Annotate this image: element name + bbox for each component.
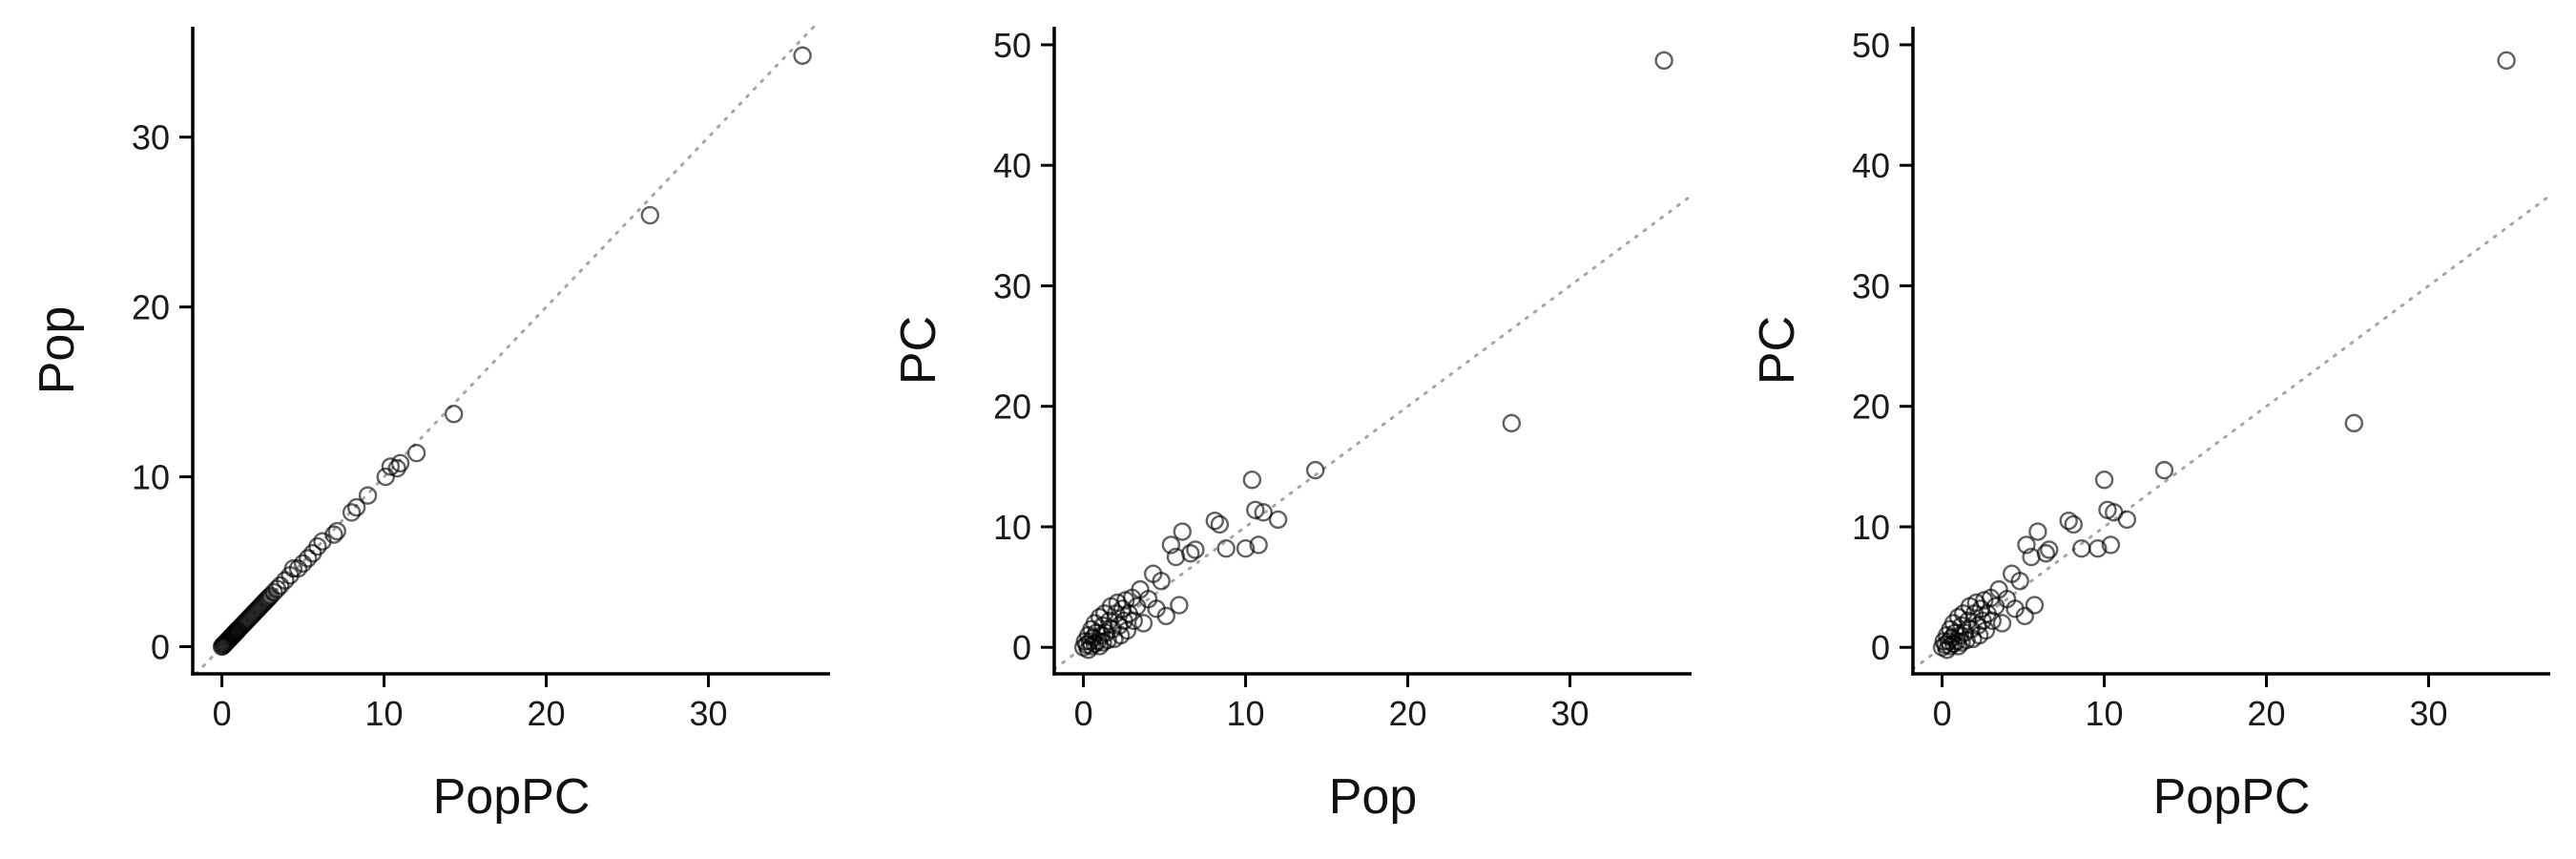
x-tick-label: 10 <box>365 694 404 733</box>
data-point <box>2010 572 2029 591</box>
data-point <box>1242 471 1262 490</box>
data-point <box>406 443 426 463</box>
scatter-panel-3: 0 10 20 30 0 10 20 30 40 50 PopPC PC <box>1750 26 2552 825</box>
data-point <box>1268 510 1288 530</box>
data-point <box>271 576 290 596</box>
data-point <box>1249 535 1268 555</box>
scatter-panel-2: 0 10 20 30 0 10 20 30 40 50 Pop PC <box>891 26 1693 825</box>
y-tick-label: 10 <box>132 458 170 497</box>
data-point <box>2094 471 2114 490</box>
data-point <box>342 503 362 522</box>
data-point <box>324 525 343 544</box>
x-axis-title: PopPC <box>433 769 591 825</box>
x-tick-label: 30 <box>2409 694 2447 733</box>
y-tick-label: 40 <box>993 146 1031 185</box>
data-point <box>2036 544 2056 563</box>
x-tick-label: 0 <box>1933 694 1952 733</box>
data-point <box>1957 630 1976 650</box>
x-tick-label: 10 <box>1227 694 1265 733</box>
x-tick-label: 0 <box>213 694 232 733</box>
data-point <box>1210 514 1230 534</box>
reference-line <box>1911 194 2552 671</box>
data-point <box>283 558 303 578</box>
y-tick-label: 0 <box>1012 628 1031 667</box>
y-tick-label: 30 <box>1852 266 1890 305</box>
y-tick-label: 10 <box>993 508 1031 547</box>
data-point <box>358 486 378 505</box>
data-point <box>1305 460 1325 480</box>
data-point <box>1133 614 1153 633</box>
x-axis-title: PopPC <box>2153 769 2311 825</box>
x-tick-label: 20 <box>1389 694 1427 733</box>
data-point <box>2154 460 2174 480</box>
data-point <box>1098 630 1117 650</box>
data-point <box>1205 511 1224 531</box>
data-point <box>2040 540 2059 559</box>
data-point <box>2497 51 2516 71</box>
x-axis-title: Pop <box>1329 769 1418 825</box>
reference-line <box>1052 194 1693 671</box>
data-point <box>1236 538 1256 558</box>
data-point <box>1152 572 1171 591</box>
data-point <box>1170 596 1189 615</box>
data-point <box>640 205 660 225</box>
y-tick-label: 50 <box>993 26 1031 65</box>
y-tick-label: 30 <box>132 118 170 157</box>
data-point <box>288 558 308 578</box>
y-axis-title: PC <box>891 316 946 385</box>
data-point <box>444 405 464 424</box>
y-tick-label: 40 <box>1852 146 1890 185</box>
data-point <box>346 497 366 517</box>
data-point <box>2015 606 2034 626</box>
data-point <box>327 521 346 541</box>
data-point <box>1654 51 1673 71</box>
y-tick-label: 30 <box>993 266 1031 305</box>
y-tick-label: 20 <box>993 388 1031 427</box>
data-point <box>2088 538 2108 558</box>
y-tick-label: 20 <box>132 288 170 327</box>
data-point <box>1173 522 1192 541</box>
data-point <box>1181 544 1200 563</box>
data-point <box>1216 538 1236 558</box>
data-point <box>1186 540 1205 559</box>
y-tick-label: 20 <box>1852 388 1890 427</box>
data-point <box>2064 514 2083 534</box>
x-tick-label: 30 <box>1550 694 1589 733</box>
data-point <box>2101 535 2121 555</box>
y-axis-title: PC <box>1750 316 1805 385</box>
y-tick-label: 10 <box>1852 508 1890 547</box>
data-point <box>390 453 410 473</box>
data-point <box>298 549 318 568</box>
data-point <box>2059 511 2078 531</box>
data-point <box>2017 535 2036 555</box>
data-point <box>1246 500 1265 519</box>
data-point <box>308 536 327 556</box>
x-tick-label: 10 <box>2086 694 2124 733</box>
data-point <box>2344 413 2364 433</box>
data-point <box>2028 522 2047 541</box>
data-point <box>1156 606 1175 626</box>
y-tick-label: 0 <box>1871 628 1890 667</box>
data-point <box>1992 614 2012 633</box>
x-tick-label: 20 <box>2248 694 2286 733</box>
scatter-panel-1: 0 10 20 30 0 10 20 30 PopPC Pop <box>30 25 830 825</box>
y-tick-label: 0 <box>151 628 170 667</box>
data-point <box>2025 596 2045 615</box>
data-point <box>793 46 812 65</box>
data-point <box>1502 413 1522 433</box>
x-tick-label: 30 <box>689 694 727 733</box>
x-tick-label: 20 <box>528 694 566 733</box>
x-tick-label: 0 <box>1074 694 1093 733</box>
y-tick-label: 50 <box>1852 26 1890 65</box>
reference-line <box>194 25 816 676</box>
data-point <box>1161 535 1181 555</box>
data-point <box>1254 503 1273 522</box>
y-axis-title: Pop <box>30 306 85 395</box>
data-point <box>293 554 313 574</box>
data-point <box>2117 510 2137 530</box>
